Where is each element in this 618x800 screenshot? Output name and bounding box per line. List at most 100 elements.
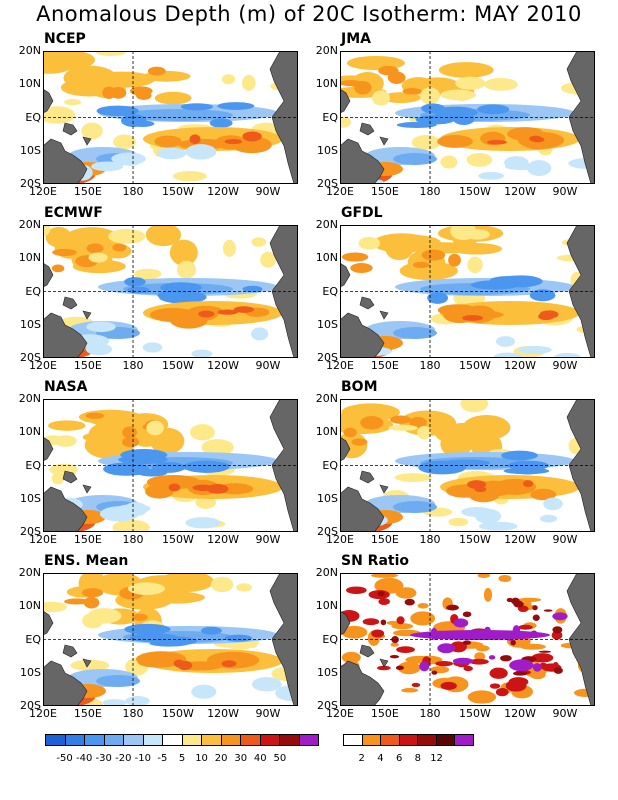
x-tick-label: 120E	[326, 185, 354, 198]
x-tick-label: 120W	[504, 359, 536, 372]
y-tick-label: 10S	[20, 491, 41, 505]
anomaly-blob	[474, 508, 502, 524]
colorbar-cell	[436, 735, 456, 745]
anomaly-blob	[474, 652, 486, 661]
anomaly-blob	[489, 683, 501, 689]
anomaly-blob	[111, 152, 146, 165]
y-tick-label: 20S	[20, 177, 41, 190]
anomaly-blob	[169, 239, 198, 266]
y-tick-label: EQ	[322, 284, 338, 298]
colorbar-cell	[280, 735, 300, 745]
colorbar-cell	[182, 735, 202, 745]
anomaly-blob	[189, 134, 201, 145]
anomaly-blob	[129, 86, 153, 96]
x-tick-label: 180	[122, 707, 144, 720]
map-panel	[43, 225, 298, 358]
land-mask	[340, 51, 595, 184]
anomaly-blob	[224, 139, 243, 145]
x-tick-label: 150W	[161, 359, 194, 372]
anomaly-colorbar	[45, 734, 319, 746]
anomaly-blob	[123, 502, 148, 516]
y-tick-label: 10S	[317, 491, 338, 505]
anomaly-blob	[462, 611, 472, 618]
anomaly-blob	[441, 459, 491, 467]
sn-colorbar	[343, 734, 474, 746]
x-tick-label: 150W	[458, 359, 491, 372]
anomaly-blob	[394, 473, 432, 482]
anomaly-blob	[397, 661, 421, 675]
anomaly-blob	[158, 290, 207, 304]
colorbar-cell	[202, 735, 222, 745]
x-tick-label: 120E	[29, 707, 57, 720]
anomaly-blob	[417, 602, 429, 609]
anomaly-blob	[401, 688, 419, 693]
land-mask	[340, 573, 595, 706]
anomaly-blob	[500, 655, 512, 662]
colorbar-label: -50	[56, 753, 73, 764]
land-mask	[340, 399, 595, 532]
anomaly-blob	[149, 307, 197, 322]
y-tick-label: EQ	[25, 458, 41, 472]
x-tick-label: 120W	[207, 359, 239, 372]
anomaly-blob	[387, 71, 406, 84]
y-tick-label: 20S	[20, 525, 41, 538]
y-tick-label: 10N	[18, 251, 41, 265]
x-tick-label: 150E	[73, 533, 102, 546]
x-tick-label: 120W	[207, 707, 239, 720]
anomaly-blob	[81, 588, 104, 598]
anomaly-blob	[543, 609, 553, 612]
anomaly-blob	[435, 661, 454, 667]
anomaly-blob	[241, 74, 256, 91]
anomaly-blob	[87, 608, 122, 624]
x-tick-label: 120W	[207, 185, 239, 198]
anomaly-blob	[156, 147, 187, 160]
anomaly-blob	[411, 682, 421, 688]
anomaly-blob	[86, 321, 116, 333]
anomaly-blob	[343, 427, 357, 438]
anomaly-blob	[112, 243, 127, 252]
colorbar-cell	[299, 735, 318, 745]
anomaly-blob	[477, 104, 510, 115]
anomaly-blob	[452, 657, 474, 665]
colorbar-cell	[344, 735, 363, 745]
y-tick-label: 20N	[18, 392, 41, 405]
anomaly-blob	[393, 153, 437, 165]
y-tick-label: 20S	[317, 699, 338, 712]
y-tick-label: EQ	[322, 632, 338, 646]
anomaly-blob	[453, 113, 475, 125]
colorbar-label: 10	[195, 753, 208, 764]
y-tick-label: EQ	[322, 458, 338, 472]
anomaly-blob	[64, 98, 82, 106]
anomaly-blob	[127, 582, 166, 595]
anomaly-blob	[412, 261, 430, 269]
x-tick-label: 150E	[370, 707, 399, 720]
y-tick-label: 10N	[315, 77, 338, 91]
colorbar-label: -5	[157, 753, 168, 764]
colorbar-label: 5	[178, 753, 186, 764]
anomaly-blob	[543, 497, 563, 511]
anomaly-blob	[450, 243, 503, 255]
anomaly-blob	[377, 665, 391, 671]
anomaly-blob	[467, 256, 483, 273]
colorbar-label: -20	[115, 753, 132, 764]
anomaly-blob	[95, 51, 126, 56]
x-tick-label: 180	[419, 185, 441, 198]
anomaly-blob	[141, 591, 205, 604]
y-tick-label: 20N	[315, 218, 338, 231]
anomaly-blob	[510, 639, 516, 646]
anomaly-blob	[43, 601, 67, 613]
colorbar-label: -30	[95, 753, 112, 764]
map-panel	[340, 225, 595, 358]
anomaly-blob	[390, 415, 412, 424]
x-tick-label: 150W	[458, 707, 491, 720]
anomaly-blob	[498, 275, 543, 288]
anomaly-blob	[260, 251, 277, 268]
anomaly-blob	[483, 78, 518, 91]
x-tick-label: 150E	[370, 533, 399, 546]
y-tick-label: 10S	[20, 665, 41, 679]
x-tick-label: 90W	[255, 185, 281, 198]
panel-title: ECMWF	[44, 205, 103, 221]
y-tick-label: EQ	[322, 110, 338, 124]
map-panel	[340, 399, 595, 532]
panel-title: ENS. Mean	[44, 553, 129, 569]
